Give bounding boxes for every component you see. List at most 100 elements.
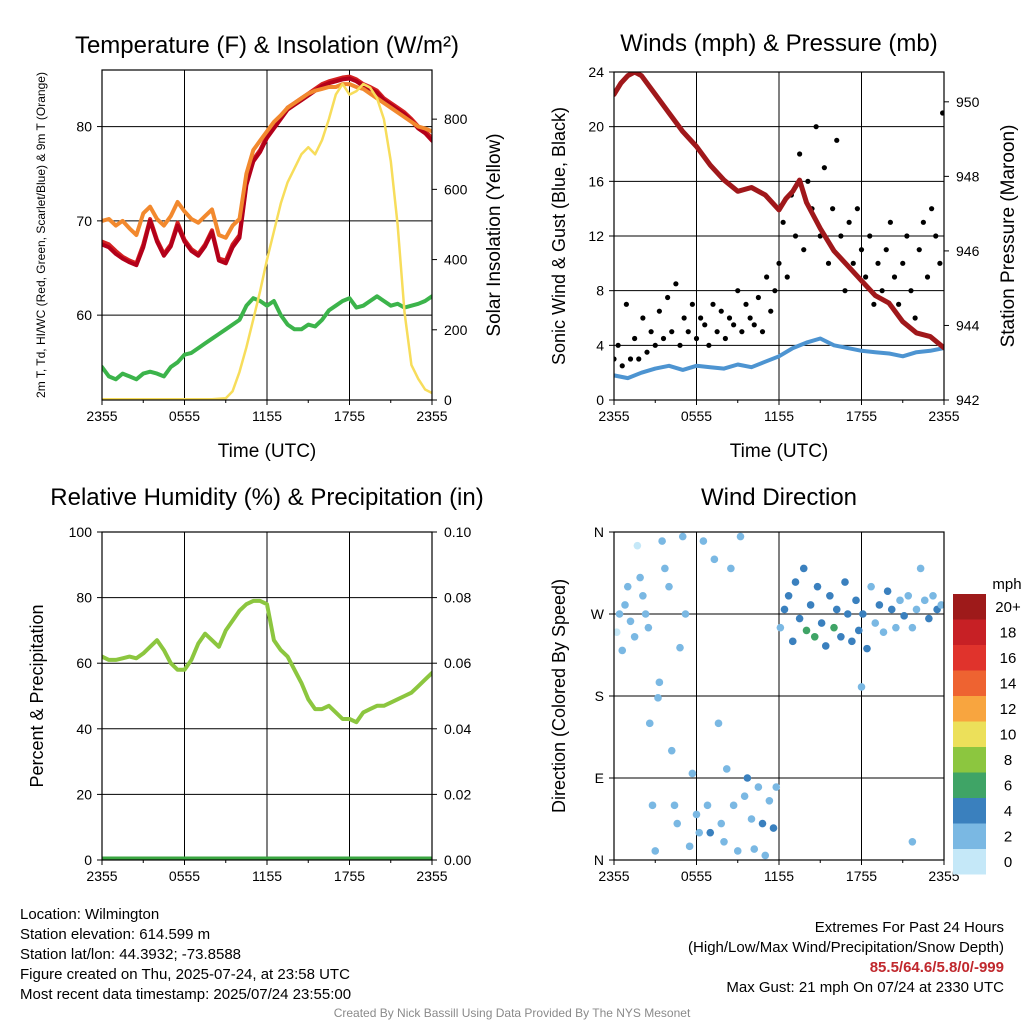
chart3-direction-point (772, 783, 781, 791)
credit-line: Created By Nick Bassill Using Data Provi… (333, 1006, 691, 1020)
colorbar-swatch (953, 645, 986, 671)
chart3-direction-point (706, 828, 715, 837)
chart1-gust-point (689, 301, 695, 307)
recent-data-text: Most recent data timestamp: 2025/07/24 2… (20, 986, 352, 1003)
chart1-xtick-label: 0555 (681, 408, 712, 424)
chart3-direction-point (896, 596, 904, 605)
colorbar-label: 4 (1004, 803, 1012, 820)
chart1-gust-point (627, 356, 634, 362)
chart1-gust-point (755, 294, 761, 301)
chart3-direction-point (848, 637, 856, 646)
chart3-direction-point (692, 810, 701, 819)
chart3-direction-point (695, 828, 704, 837)
colorbar-label: 10 (1000, 727, 1017, 744)
chart1-gust-point (698, 315, 704, 321)
chart3-direction-point (830, 623, 838, 632)
chart1-xtick-label: 2355 (928, 408, 959, 424)
chart1-gust-point (792, 233, 799, 239)
extremes-values: 85.5/64.6/5.8/0/-999 (869, 959, 1004, 976)
chart3-direction-point (758, 819, 767, 828)
chart1-frame (613, 71, 945, 401)
temperature-insolation-panel: Temperature (F) & Insolation (W/m²)2355 0… (34, 32, 505, 462)
chart3-xtick-label: 2355 (928, 868, 959, 884)
chart3-direction-point (920, 596, 929, 605)
chart1-gust-point (900, 260, 906, 266)
chart3-direction-point (887, 605, 896, 614)
chart3-ylabel: Direction (Colored By Speed) (549, 579, 569, 813)
chart1-gust-point (710, 301, 716, 307)
chart0-y2tick-label: 400 (444, 252, 468, 268)
chart1-gust-point (854, 206, 860, 212)
chart3-direction-point (651, 847, 660, 855)
chart3-direction-point (852, 596, 860, 605)
chart2-y2tick-label: 0.08 (444, 590, 471, 606)
chart1-y2tick-label: 944 (956, 317, 980, 333)
chart2-xtick-label: 2355 (86, 868, 117, 884)
chart3-direction-point (908, 837, 917, 846)
chart1-gust-point (739, 329, 745, 335)
chart1-gust-point (693, 335, 700, 342)
chart1-gust-point (718, 308, 724, 314)
chart1-title: Winds (mph) & Pressure (mb) (620, 30, 937, 57)
chart0-series-td (102, 294, 432, 382)
chart1-gust-point (850, 260, 856, 266)
chart1-gust-point (871, 301, 877, 307)
chart3-direction-point (633, 541, 642, 550)
chart0-xtick-label: 1155 (252, 408, 282, 424)
extremes-legend: (High/Low/Max Wind/Precipitation/Snow De… (688, 939, 1004, 956)
chart3-ytick-label: S (595, 688, 604, 704)
chart3-direction-point (673, 819, 682, 828)
created-text: Figure created on Thu, 2025-07-24, at 23… (20, 966, 350, 983)
colorbar-swatch (953, 670, 986, 696)
colorbar-label: 6 (1004, 778, 1012, 795)
chart1-xtick-label: 2355 (598, 408, 629, 424)
chart3-xtick-label: 1755 (846, 868, 877, 884)
chart3-direction-point (810, 632, 819, 641)
chart2-title: Relative Humidity (%) & Precipitation (i… (50, 484, 483, 511)
chart3-direction-point (780, 605, 789, 614)
chart3-direction-point (795, 614, 804, 623)
chart1-y2tick-label: 946 (956, 243, 980, 259)
chart3-direction-point (892, 623, 900, 632)
chart1-gust-point (747, 315, 753, 321)
chart3-direction-point (900, 612, 908, 620)
chart0-ytick-label: 60 (76, 307, 92, 323)
chart3-direction-point (802, 626, 811, 635)
chart3-direction-point (937, 601, 944, 609)
chart1-gust-point (784, 274, 790, 280)
chart3-direction-point (727, 564, 735, 573)
colorbar-label: 8 (1004, 752, 1012, 769)
chart3-direction-point (667, 746, 676, 755)
elevation-text: Station elevation: 614.599 m (20, 926, 211, 943)
chart1-gust-point (614, 356, 617, 362)
colorbar-label: 18 (1000, 625, 1017, 642)
chart1-gust-point (714, 329, 720, 335)
chart3-direction-point (636, 573, 644, 582)
chart3-direction-point (722, 765, 731, 773)
chart1-gust-point (920, 219, 926, 225)
chart1-gust-point (933, 233, 939, 239)
chart1-gust-point (879, 288, 885, 294)
chart3-direction-point (765, 796, 774, 805)
chart3-direction-point (826, 591, 834, 600)
chart1-gust-point (896, 301, 902, 307)
chart2-xtick-label: 1755 (334, 868, 365, 884)
chart1-gust-point (636, 356, 642, 362)
chart0-y2tick-label: 800 (444, 111, 468, 127)
colorbar-label: 14 (1000, 676, 1017, 693)
chart1-gust-point (768, 308, 774, 314)
chart1-ytick-label: 4 (596, 337, 604, 353)
colorbar-swatch (953, 823, 986, 849)
chart3-direction-point (841, 578, 849, 586)
chart2-ytick-label: 80 (76, 590, 92, 606)
chart3-direction-point (710, 555, 719, 564)
extremes-info: Extremes For Past 24 Hours (High/Low/Max… (688, 918, 1004, 998)
colorbar-label: 0 (1004, 854, 1012, 871)
chart3-direction-point (817, 619, 826, 627)
chart1-ytick-label: 16 (588, 173, 604, 189)
chart1-gust-point (759, 329, 766, 335)
chart3-direction-point (665, 582, 673, 591)
chart3-direction-point (747, 815, 756, 823)
colorbar-swatch (953, 619, 986, 645)
chart1-gust-point (619, 363, 625, 369)
